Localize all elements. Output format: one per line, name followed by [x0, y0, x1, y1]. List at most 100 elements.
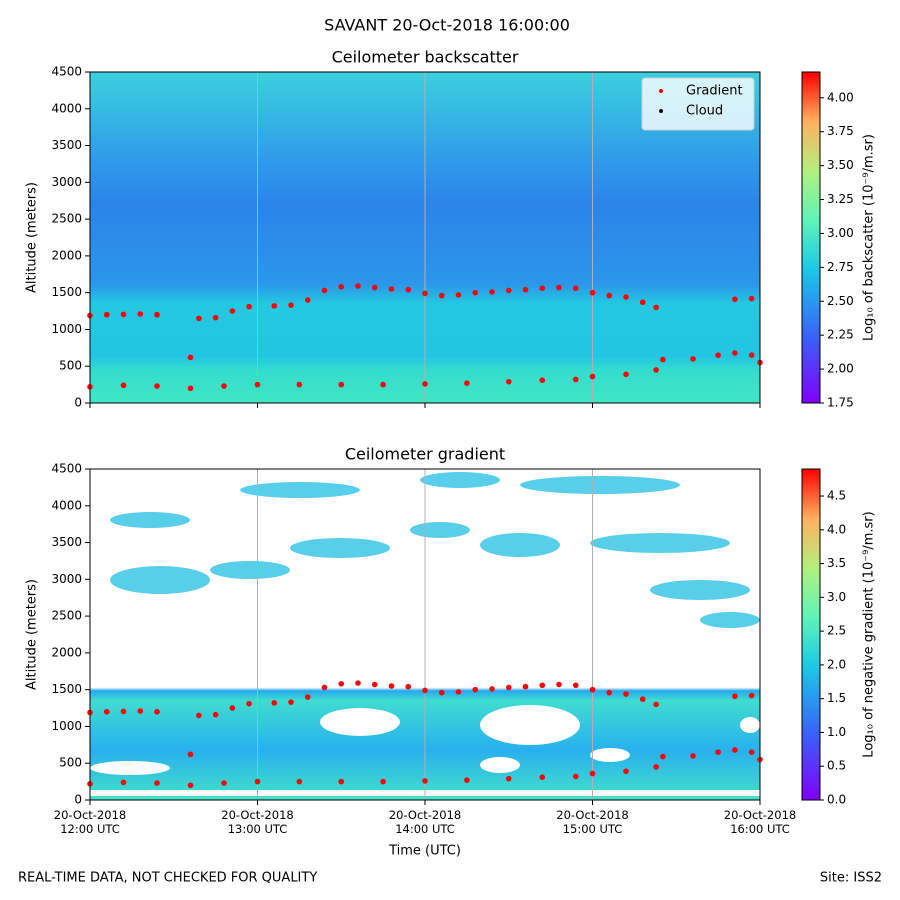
gradient-point: [246, 303, 252, 310]
colorbar-tick-label: 3.0: [827, 590, 846, 604]
quality-note: REAL-TIME DATA, NOT CHECKED FOR QUALITY: [18, 871, 317, 886]
gradient-point: [405, 683, 412, 690]
gradient-point: [355, 680, 361, 686]
gradient-point: [338, 680, 345, 687]
colorbar-tick-label: 0.0: [827, 793, 846, 807]
y-tick-label: 0: [74, 793, 82, 807]
panel-title: Ceilometer gradient: [345, 445, 505, 464]
gradient-point: [653, 367, 659, 373]
x-tick-label: 20-Oct-2018 13:00 UTC: [221, 808, 293, 836]
x-tick-label: 20-Oct-2018 14:00 UTC: [388, 808, 462, 836]
y-tick-label: 2500: [51, 212, 82, 226]
gradient-point: [388, 683, 395, 689]
gradient-point: [355, 283, 361, 289]
legend-box: [641, 77, 755, 131]
gradient-point: [489, 686, 495, 692]
gradient-point: [715, 749, 721, 755]
colorbar: [801, 71, 821, 404]
gradient-point: [338, 778, 345, 785]
gradient-point: [120, 708, 127, 715]
gradient-point: [438, 689, 445, 696]
gradient-point: [154, 780, 160, 786]
gradient-point: [653, 764, 659, 770]
gradient-point: [748, 749, 755, 755]
gradient-point: [505, 287, 512, 294]
gradient-point: [422, 778, 428, 784]
gradient-point: [589, 686, 596, 693]
gradient-point: [120, 382, 127, 389]
gradient-point: [556, 681, 562, 688]
y-axis-label: Altitude (meters): [25, 182, 40, 293]
gradient-point: [212, 711, 219, 718]
gradient-point: [589, 373, 596, 380]
colorbar-label: Log₁₀ of backscatter (10⁻⁹/m.sr): [862, 134, 877, 341]
legend-marker: [659, 89, 663, 93]
colorbar-tick-label: 1.75: [827, 396, 854, 410]
gradient-point: [715, 352, 721, 358]
gradient-point: [212, 314, 219, 321]
gradient-point: [229, 308, 236, 314]
gradient-point: [505, 684, 512, 691]
colorbar-tick-label: 2.5: [827, 624, 846, 638]
y-tick-label: 3000: [51, 175, 82, 189]
colorbar-tick-label: 2.75: [827, 260, 854, 274]
x-tick-label-text: 20-Oct-2018 16:00 UTC: [723, 808, 797, 836]
colorbar-tick-label: 3.00: [827, 226, 854, 240]
gradient-point: [338, 381, 345, 388]
colorbar-tick-label: 2.00: [827, 362, 854, 376]
x-tick-label-text: 20-Oct-2018 14:00 UTC: [388, 808, 462, 836]
gradient-point: [137, 311, 144, 317]
y-tick-label: 4500: [51, 65, 82, 79]
gradient-point: [748, 692, 755, 699]
gradient-point: [623, 371, 629, 378]
site-label: Site: ISS2: [820, 871, 882, 886]
gradient-point: [732, 693, 738, 700]
gradient-point: [221, 780, 227, 786]
gradient-point: [589, 289, 596, 296]
gradient-point: [690, 753, 696, 759]
gradient-point: [120, 311, 127, 318]
colorbar-tick-label: 3.50: [827, 158, 854, 172]
gradient-point: [288, 302, 294, 308]
gradient-point: [732, 350, 738, 356]
gradient-point: [380, 381, 386, 388]
colorbar-tick-label: 2.25: [827, 328, 854, 342]
colorbar-tick-label: 2.0: [827, 657, 846, 671]
figure-title: SAVANT 20-Oct-2018 16:00:00: [324, 16, 570, 35]
gradient-point: [187, 751, 194, 758]
y-tick-label: 4000: [51, 101, 82, 115]
gradient-point: [103, 708, 110, 715]
panel-title: Ceilometer backscatter: [332, 48, 519, 67]
gradient-point: [539, 682, 546, 689]
gradient-point: [196, 315, 202, 322]
gradient-point: [732, 747, 738, 753]
gradient-point: [572, 682, 579, 689]
y-tick-label: 1000: [51, 322, 82, 336]
y-tick-label: 2500: [51, 609, 82, 623]
gradient-point: [229, 705, 236, 711]
gradient-point: [539, 774, 546, 780]
y-tick-label: 500: [59, 359, 82, 373]
gradient-point: [438, 292, 445, 299]
gradient-point: [422, 687, 428, 694]
gradient-point: [472, 686, 479, 693]
gradient-point: [304, 297, 311, 303]
gradient-point: [196, 712, 202, 719]
gradient-point: [589, 770, 596, 777]
gradient-patches: [110, 472, 760, 628]
gradient-point: [296, 778, 303, 785]
gradient-point: [748, 295, 755, 302]
x-tick-label-text: 20-Oct-2018 12:00 UTC: [53, 808, 127, 836]
gradient-point: [572, 773, 579, 780]
gradient-point: [505, 775, 512, 782]
y-tick-label: 2000: [51, 248, 82, 262]
gradient-point: [522, 683, 529, 690]
y-tick-label: 3500: [51, 535, 82, 549]
gradient-point: [639, 696, 646, 703]
colorbar-tick-label: 4.00: [827, 90, 854, 104]
gradient-point: [221, 383, 227, 389]
gradient-point: [246, 700, 252, 707]
gradient-point: [137, 708, 144, 714]
gradient-point: [154, 311, 160, 318]
gradient-point: [653, 701, 659, 708]
